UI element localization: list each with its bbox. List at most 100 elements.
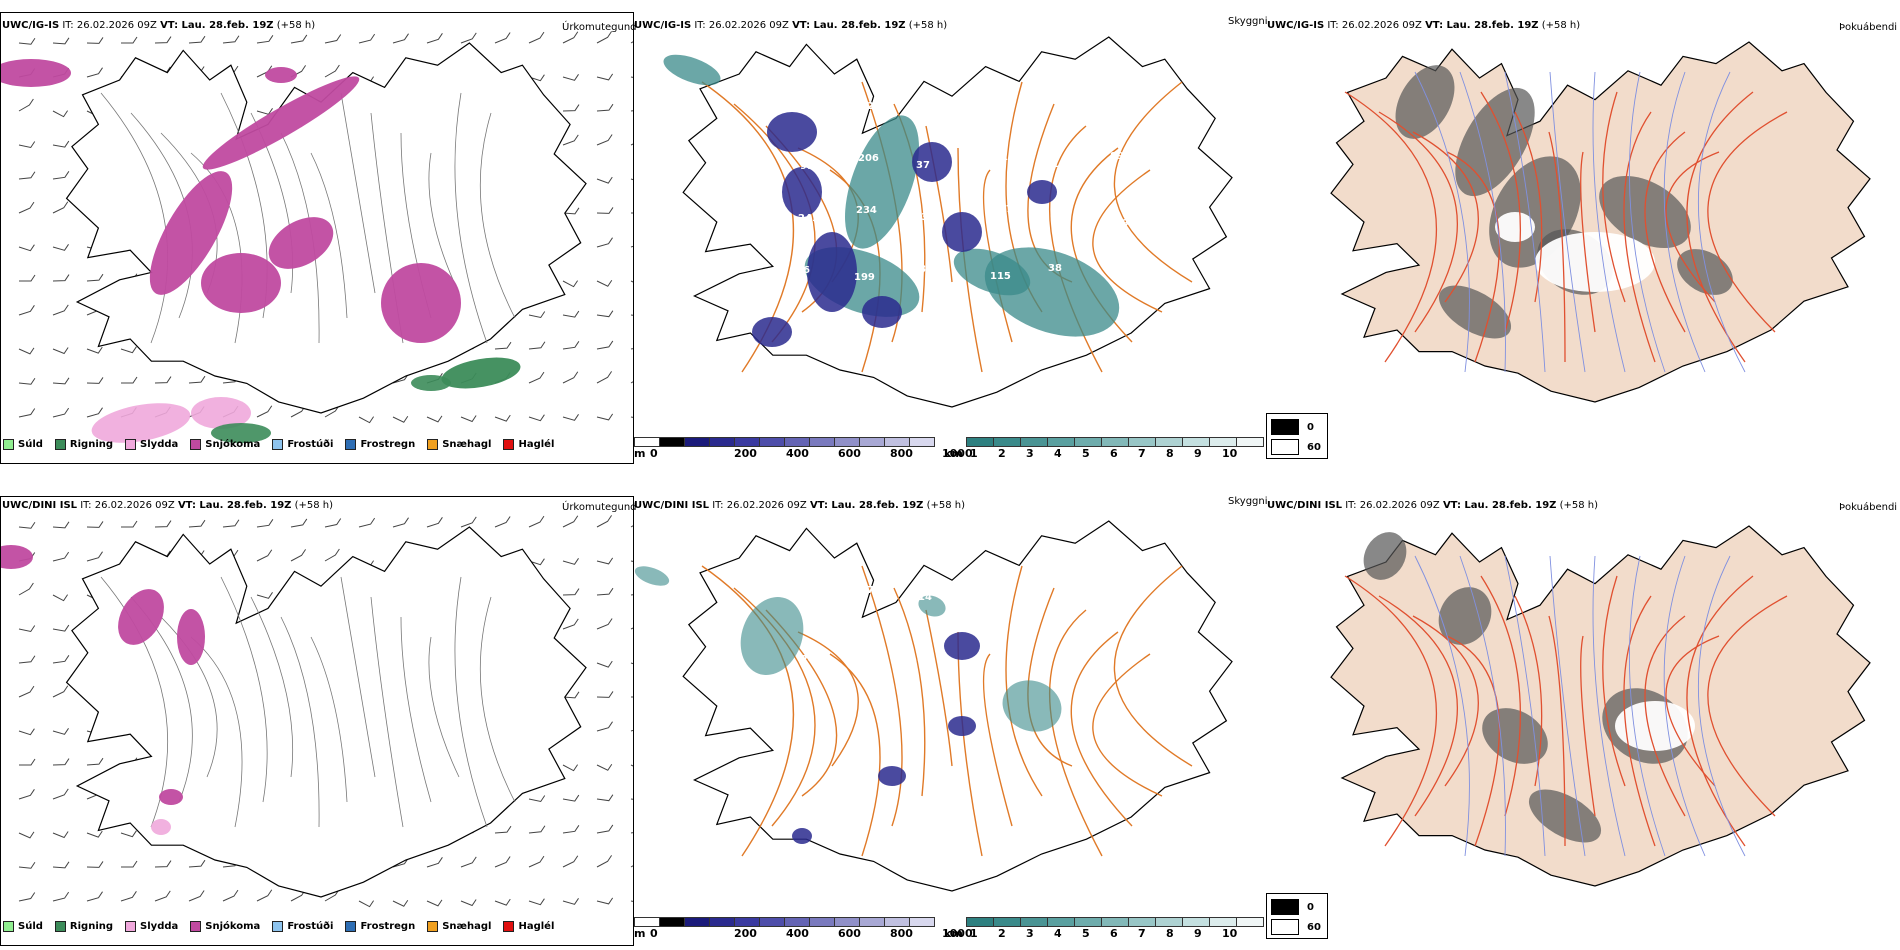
colorbar-cell [660,917,685,927]
wind-barb [528,795,546,803]
colorbar-cell [1156,437,1183,447]
fog-panel-bottom [1265,496,1900,944]
road-line [1344,575,1438,847]
fog-legend-label: 60 [1307,441,1321,453]
wind-barb [121,520,138,528]
wind-barb [562,280,579,288]
fog-legend-swatch [1271,899,1299,915]
legend-label: Rigning [69,439,114,450]
fog-panel-top [1265,12,1900,462]
ceiling-value-label: 38 [1048,263,1062,274]
legend-label: Snjókoma [205,439,261,450]
wind-barb [596,371,613,384]
wind-barb [52,244,69,251]
wind-barb [290,34,308,44]
wind-barb [256,519,274,528]
wind-barb [86,37,104,44]
wind-barb [324,518,342,528]
wind-barb [426,899,443,907]
colorbar-cell [1075,437,1102,447]
legend-item-snæhagl: Snæhagl [427,439,491,450]
colorbar-cell [785,917,810,927]
colorbar-cell [810,437,835,447]
wind-barb [324,548,340,562]
legend-label: Snæhagl [442,439,492,450]
ceiling-value-label: 88 [912,264,926,275]
snow-area [1,59,71,87]
wind-barb [596,691,614,698]
colorbar-cell [634,437,660,447]
legend-label: Frostúði [287,439,334,450]
wind-barb [86,830,103,838]
wind-barb [596,134,613,146]
colorbar-tick: 5 [1082,927,1090,940]
wind-barb [562,855,579,868]
legend-item-frostúði: Frostúði [272,439,333,450]
ceiling-ticks-bottom: m 0 200 400 600 800 1000 [634,927,973,941]
wind-barb [494,341,512,350]
colorbar-cell [735,437,760,447]
ceiling-value-label: 241 [798,213,819,224]
colorbar-cell [1237,917,1264,927]
road-line [1092,169,1163,313]
wind-barb [596,340,614,350]
legend-item-rigning: Rigning [54,921,113,932]
legend-label: Slydda [140,921,179,932]
river-line [1459,71,1506,373]
low-ceiling-area [782,167,822,217]
wind-barb [18,521,36,529]
legend-swatch [3,921,14,932]
road-line [701,565,794,857]
model-name: UWC/IG-IS [2,20,60,31]
wind-barb [18,582,34,596]
fog-title-top: Þokuábendi [1839,22,1898,33]
wind-barb [494,825,512,834]
wind-barb [154,860,172,868]
road-line [280,616,320,828]
wind-barb [596,310,614,318]
colorbar-cell [760,917,785,927]
fog-legend-swatch [1271,439,1299,455]
low-visibility-area [918,595,946,617]
lead-time: (+58 h) [926,500,966,511]
legend-swatch [345,439,357,450]
snow-area [118,589,164,645]
fog-legend-label: 60 [1307,921,1321,933]
road-line [1446,635,1500,847]
wind-barb [528,558,545,566]
wind-barb [120,830,137,838]
ceiling-value-label: 58 [917,653,931,664]
road-line [479,112,516,319]
colorbar-cell [885,437,910,447]
wind-barb [596,855,613,868]
legend-swatch [54,921,66,932]
sleet-area [91,403,191,443]
fog-area [1677,249,1733,295]
valid-time: VT: Lau. 28.feb. 19Z [1425,20,1539,31]
ceiling-value-label: 89 [1110,151,1124,162]
colorbar-cell [885,917,910,927]
river-line [1504,71,1546,373]
legend-label: Haglél [518,921,555,932]
wind-barb [494,856,511,868]
wind-barb [596,103,614,112]
colorbar-unit: m [634,927,646,940]
fog-map-top [1330,41,1871,403]
colorbar-cell [835,917,860,927]
road-line [454,92,488,344]
wind-barb [460,899,477,907]
snow-area [441,357,521,389]
colorbar-tick: 7 [1138,927,1146,940]
legend-item-súld: Súld [3,921,43,932]
snow-area [201,253,281,313]
wind-barb [426,517,443,528]
wind-barb [562,691,580,699]
colorbar-tick: 4 [1054,927,1062,940]
snow-area [265,67,297,83]
valid-time: VT: Lau. 28.feb. 19Z [1442,500,1557,511]
wind-barb [52,788,69,800]
river-network [1414,555,1746,857]
river-line [1663,555,1706,857]
wind-barb [392,33,409,44]
wind-barb [52,861,70,869]
